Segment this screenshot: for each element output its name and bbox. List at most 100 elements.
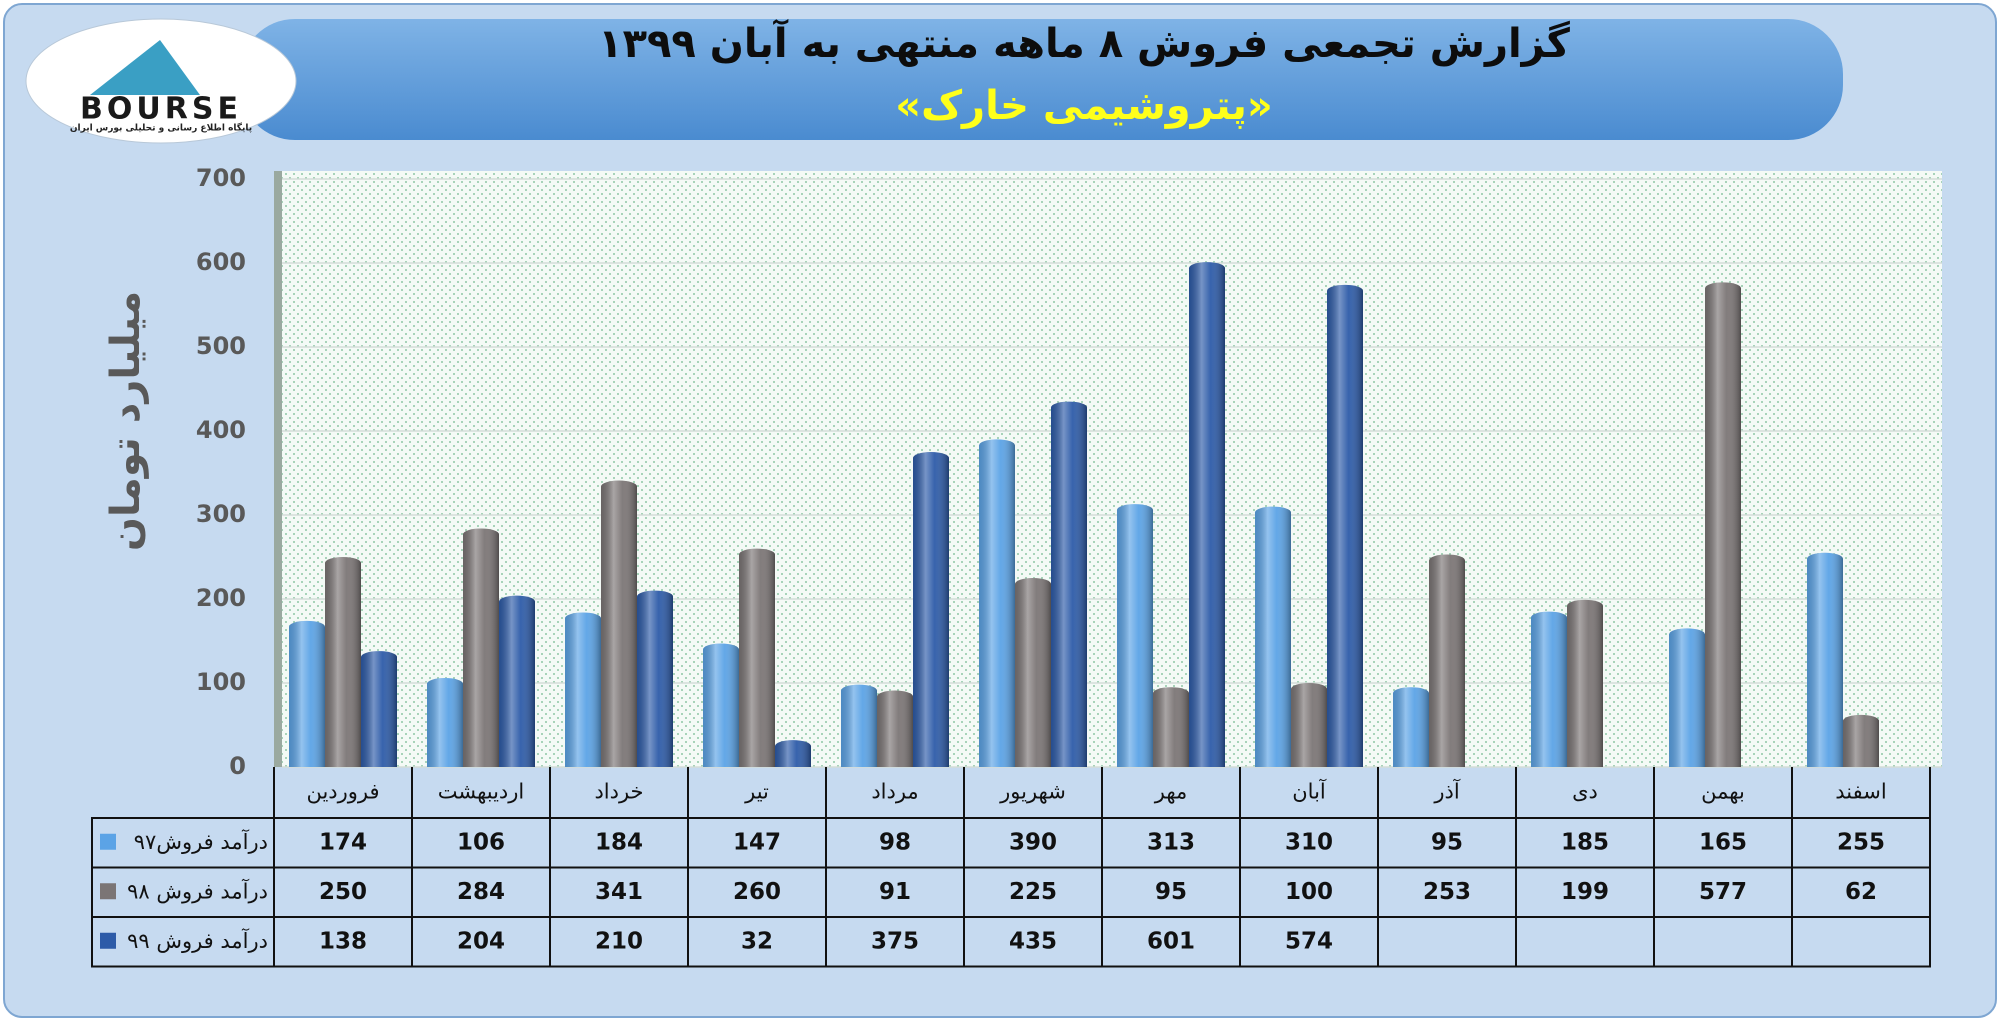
x-tick-label: شهریور: [999, 780, 1066, 804]
bar-shine: [1705, 282, 1741, 767]
legend-label: درآمد فروش ۹۸: [127, 878, 268, 903]
plot-wall: [274, 171, 282, 767]
bar-shine: [1429, 554, 1465, 767]
y-tick-label: 500: [196, 332, 246, 360]
logo-text: BOURSE: [80, 92, 242, 127]
value-label: 204: [457, 928, 505, 954]
bar-shine: [877, 690, 913, 767]
x-tick-label: دی: [1572, 780, 1598, 804]
y-tick-label: 100: [196, 668, 246, 696]
value-label: 313: [1147, 829, 1195, 855]
value-label: 574: [1285, 928, 1333, 954]
y-tick-label: 700: [196, 164, 246, 192]
value-label: 95: [1431, 829, 1463, 855]
bar-shine: [1153, 687, 1189, 767]
value-label: 147: [733, 829, 781, 855]
legend-swatch: [100, 833, 116, 850]
value-label: 250: [319, 879, 367, 905]
chart-subtitle: «پتروشیمی خارک»: [895, 83, 1273, 129]
value-label: 210: [595, 928, 643, 954]
value-label: 341: [595, 879, 643, 905]
bar-shine: [499, 595, 535, 767]
logo-icon: [90, 40, 200, 95]
value-label: 390: [1009, 829, 1057, 855]
value-label: 260: [733, 879, 781, 905]
bar-shine: [1393, 687, 1429, 767]
bar-shine: [1843, 714, 1879, 767]
bar-shine: [913, 452, 949, 767]
value-label: 138: [319, 928, 367, 954]
bar-shine: [1567, 599, 1603, 767]
bar-shine: [361, 651, 397, 767]
bar-shine: [427, 677, 463, 767]
bar-shine: [1051, 401, 1087, 767]
value-label: 98: [879, 829, 911, 855]
value-label: 100: [1285, 879, 1333, 905]
y-tick-label: 0: [229, 752, 246, 780]
x-tick-label: اردیبهشت: [438, 780, 525, 804]
value-label: 185: [1561, 829, 1609, 855]
plot-area: [282, 171, 1942, 767]
bar-shine: [1291, 683, 1327, 767]
y-axis-label: میلیارد تومان: [103, 291, 149, 551]
bar-shine: [1669, 628, 1705, 767]
header-banner: [240, 19, 1843, 140]
bar-shine: [1807, 552, 1843, 767]
bar-shine: [637, 590, 673, 767]
bar-shine: [1189, 262, 1225, 767]
bar-shine: [1531, 611, 1567, 767]
bar-shine: [289, 620, 325, 767]
bar-shine: [463, 528, 499, 767]
value-label: 375: [871, 928, 919, 954]
value-label: 225: [1009, 879, 1057, 905]
y-tick-label: 600: [196, 248, 246, 276]
value-label: 106: [457, 829, 505, 855]
table-body: [91, 817, 1931, 968]
y-tick-label: 300: [196, 500, 246, 528]
bar-shine: [601, 480, 637, 767]
value-label: 165: [1699, 829, 1747, 855]
value-label: 577: [1699, 879, 1747, 905]
value-label: 310: [1285, 829, 1333, 855]
legend-swatch: [100, 883, 116, 900]
chart-title: گزارش تجمعی فروش ۸ ماهه منتهی به آبان ۱۳…: [598, 18, 1570, 67]
bar-shine: [565, 612, 601, 767]
bar-shine: [703, 643, 739, 767]
value-label: 601: [1147, 928, 1195, 954]
value-label: 32: [741, 928, 773, 954]
value-label: 62: [1845, 879, 1877, 905]
value-label: 255: [1837, 829, 1885, 855]
bar-shine: [739, 548, 775, 767]
bar-shine: [1117, 504, 1153, 767]
x-tick-label: آبان: [1292, 779, 1327, 804]
value-label: 284: [457, 879, 505, 905]
bar-shine: [1327, 284, 1363, 767]
bar-shine: [841, 684, 877, 767]
logo-tagline: پایگاه اطلاع رسانی و تحلیلی بورس ایران: [70, 122, 252, 134]
x-tick-label: بهمن: [1701, 780, 1745, 804]
value-label: 184: [595, 829, 643, 855]
legend-label: درآمد فروش ۹۹: [127, 928, 268, 953]
value-label: 253: [1423, 879, 1471, 905]
value-label: 91: [879, 879, 911, 905]
x-tick-label: تیر: [744, 780, 769, 804]
bar-shine: [775, 740, 811, 767]
value-label: 95: [1155, 879, 1187, 905]
y-tick-label: 200: [196, 584, 246, 612]
x-tick-label: فروردین: [306, 780, 379, 804]
x-tick-label: اسفند: [1835, 780, 1886, 804]
x-tick-label: خرداد: [594, 780, 643, 804]
x-tick-label: مهر: [1154, 780, 1188, 804]
value-label: 435: [1009, 928, 1057, 954]
legend-label: درآمد فروش۹۷: [134, 829, 268, 854]
x-tick-label: آذر: [1433, 779, 1460, 804]
bar-shine: [1255, 506, 1291, 767]
bar-shine: [979, 439, 1015, 767]
y-tick-label: 400: [196, 416, 246, 444]
bar-shine: [1015, 578, 1051, 767]
x-tick-label: مرداد: [871, 780, 918, 804]
value-label: 174: [319, 829, 367, 855]
legend-swatch: [100, 932, 116, 949]
value-label: 199: [1561, 879, 1609, 905]
